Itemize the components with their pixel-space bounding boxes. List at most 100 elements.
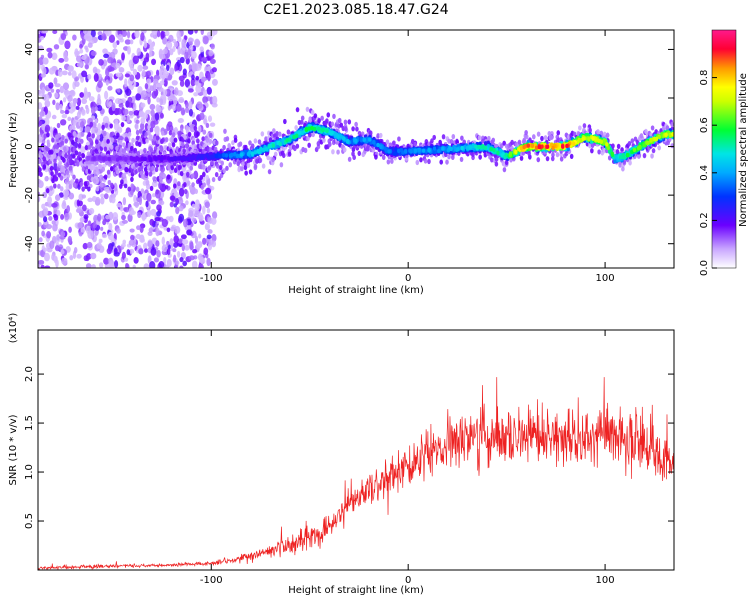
spectrogram-cell [87,144,92,150]
spectrogram-cell [64,40,71,50]
spectrogram-cell [360,131,365,137]
spectrogram-cell [103,130,107,136]
spectrogram-cell [99,182,104,188]
spectrogram-ridge-cell [248,150,252,155]
spectrogram-cell [85,168,89,175]
spectrogram-cell [670,121,674,127]
spectrogram-cell [41,230,45,237]
spectrogram-cell [166,248,171,256]
spectrogram-ridge-cell [97,155,102,160]
spectrogram-cell [149,127,154,133]
spectrogram-cell [191,182,195,188]
spectrogram-cell [121,214,126,221]
spectrogram-ridge-cell [107,156,111,162]
spectrogram-ridge-cell [292,134,296,140]
spectrogram-cell [198,263,205,268]
spectrogram-cell [343,126,348,132]
spectrogram-cell [279,162,284,168]
spectrogram-cell [188,255,195,261]
spectrogram-cell [150,109,155,117]
spectrogram-cell [202,205,206,215]
spectrogram-cell [98,174,104,183]
spectrogram-cell [184,51,189,60]
spectrogram-ridge-cell [561,144,565,149]
spectrogram-cell [54,245,60,252]
spectrogram-cell [113,182,118,192]
spectrogram-cell [214,171,219,178]
spectrogram-cell [74,50,81,56]
spectrogram-cell [84,144,89,151]
colorbar-tick-label: 0.2 [699,212,710,228]
spectrogram-cell [170,165,175,171]
spectrogram-cell [103,53,109,59]
spectrogram-cell [175,103,182,112]
spectrogram-cell [639,133,644,139]
spectrogram-cell [133,201,140,207]
spectrogram-cell [205,137,210,143]
spectrogram-cell [60,231,66,238]
spectrogram-cell [38,57,44,66]
spectrogram-ridge-cell [526,143,530,148]
spectrogram-cell [136,225,141,231]
spectrogram-cell [127,142,132,148]
spectrogram-cell [208,49,214,57]
spectrogram-cell [140,122,145,130]
y-tick-label: 0.5 [24,513,35,529]
spectrogram-cell [210,43,215,50]
spectrogram-cell [206,86,212,95]
spectrogram-cell [121,243,126,248]
spectrogram-cell [169,195,176,201]
spectrogram-cell [184,78,191,88]
spectrogram-cell [72,100,77,107]
spectrogram-cell [133,194,137,204]
spectrogram-cell [156,106,162,113]
spectrogram-cell [60,119,67,126]
spectrogram-ridge-cell [295,133,299,139]
spectrogram-cell [129,210,136,216]
spectrogram-cell [173,242,179,248]
spectrogram-cell [494,161,499,167]
spectrogram-cell [204,222,211,231]
spectrogram-cell [60,140,65,146]
colorbar-ticks: 0.00.20.40.60.8 [699,70,717,276]
colorbar-label: Normalized spectral amplitude [738,73,749,227]
spectrogram-cell [51,114,57,120]
spectrogram-cell [140,32,145,42]
spectrogram-ridge-cell [545,144,550,149]
spectrogram-cell [177,36,182,43]
spectrogram-cell [97,93,101,102]
spectrogram-cell [172,103,177,111]
spectrogram-cell [156,249,161,258]
spectrogram-cell [61,134,65,141]
spectrogram-cell [145,70,152,78]
spectrogram-cell [135,135,140,141]
spectrogram-cell [208,138,213,145]
spectrogram-cell [177,130,183,136]
spectrogram-ridge-cell [409,149,413,154]
spectrogram-cell [168,142,172,148]
spectrogram-cell [169,67,175,76]
spectrogram-ridge-cell [124,156,128,162]
snr-y-axis-label: SNR (10 * v/v) [8,414,19,485]
spectrogram-cell [551,152,555,158]
spectrogram-cell [179,257,184,263]
spectrogram-cell [178,75,185,82]
spectrogram-cell [185,200,189,206]
spectrogram-cell [159,112,164,119]
spectrogram-cell [149,261,156,268]
spectrogram-ridge-cell [325,128,329,134]
spectrogram-cell [308,117,313,123]
spectrogram-ridge-cell [341,136,346,141]
spectrogram-cell [67,116,72,122]
spectrogram-cell [181,239,189,245]
spectrogram-ridge-cell [602,138,606,143]
spectrogram-cell [65,176,70,183]
spectrogram-cell [44,265,51,268]
spectrogram-cell [41,203,46,210]
colorbar-tick-label: 0.0 [699,260,710,276]
spectrogram-cell [199,174,204,181]
spectrogram-cell [48,82,54,89]
spectrogram-cell [49,149,54,155]
spectrogram-cell [177,46,181,56]
